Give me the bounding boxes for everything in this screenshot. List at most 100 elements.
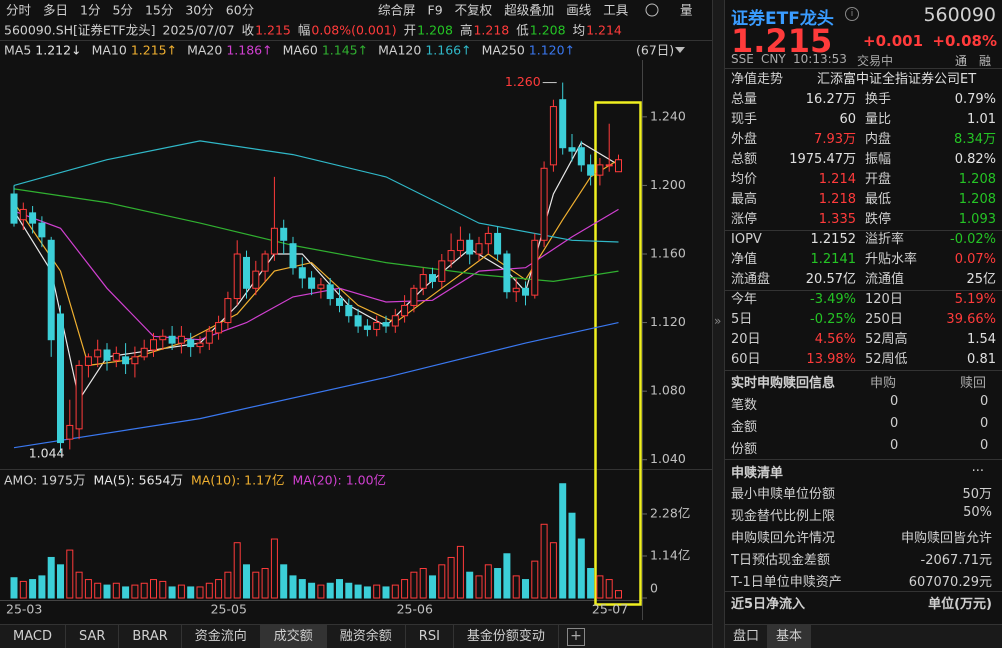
quote-label: 换手 — [865, 92, 892, 107]
quote-value: 1.01 — [967, 112, 996, 127]
candle-body — [66, 424, 74, 440]
indicator-tab[interactable]: 基金份额变动 — [454, 625, 559, 648]
quote-label: 溢折率 — [865, 232, 905, 247]
quote-value: 汇添富中证全指证券公司ET — [817, 72, 977, 87]
separator — [725, 290, 1002, 291]
sub-value: 0 — [890, 438, 899, 453]
toolbar-button[interactable]: 分时 — [6, 3, 32, 18]
sub-label: 金额 — [731, 420, 758, 435]
panel-tab[interactable]: 基本 — [768, 625, 812, 648]
toolbar-button[interactable]: 工具 — [603, 3, 629, 18]
add-tab[interactable]: + — [566, 628, 585, 646]
quote-label: 20日 — [731, 332, 761, 347]
toolbar-button[interactable]: 60分 — [226, 3, 254, 18]
candle-body — [447, 250, 455, 262]
volume-bar — [484, 564, 492, 599]
toolbar-button[interactable]: 量 — [680, 3, 693, 18]
quote-value: 1.208 — [958, 192, 996, 207]
volume-bar — [512, 575, 520, 599]
volume-bar — [326, 582, 334, 599]
divider[interactable]: » — [712, 0, 725, 648]
ma-line — [13, 322, 619, 449]
toolbar-button[interactable]: F9 — [428, 3, 443, 18]
toolbar-button[interactable]: 15分 — [145, 3, 173, 18]
volume-bar — [410, 571, 418, 599]
quote-label: 外盘 — [731, 132, 758, 147]
quote-value: 1.2152 — [810, 232, 857, 247]
status: 交易中 — [857, 54, 894, 68]
volume-bar — [94, 582, 102, 599]
candle-body — [29, 212, 37, 224]
candle-body — [391, 315, 399, 327]
candle-body — [401, 304, 409, 317]
candle-body — [252, 270, 260, 289]
quote-label: 涨停 — [731, 212, 758, 227]
candle-body — [512, 287, 520, 293]
quote-label: 升贴水率 — [865, 252, 918, 267]
volume-bar — [252, 571, 260, 599]
toolbar-button[interactable]: 5分 — [112, 3, 132, 18]
toolbar-button[interactable]: 1分 — [80, 3, 100, 18]
ma-line — [13, 208, 619, 341]
ma-value: 1.145↑ — [322, 43, 368, 58]
quote-value: 1.214 — [818, 172, 856, 187]
toolbar-button[interactable]: 超级叠加 — [504, 3, 554, 18]
info-text: 1.208 — [530, 23, 566, 38]
indicator-tab[interactable]: 成交额 — [260, 625, 327, 648]
volume-bar — [587, 568, 595, 599]
section-title: 实时申购赎回信息 — [731, 376, 836, 391]
indicator-tab[interactable]: 融资余额 — [327, 625, 406, 648]
volume-bar — [577, 538, 585, 599]
candle-body — [559, 99, 567, 149]
candle-body — [94, 349, 102, 358]
indicator-tab[interactable]: RSI — [406, 625, 454, 648]
quote-row: 均价 1.214 开盘 1.208 — [725, 170, 1002, 190]
info-text: 1.218 — [473, 23, 509, 38]
candle-body — [112, 352, 120, 361]
volume-bar — [494, 568, 502, 599]
candle-body — [494, 232, 502, 255]
list-value: 申购赎回皆允许 — [900, 531, 992, 546]
indicator-tab[interactable]: 资金流向 — [182, 625, 261, 648]
candle-body — [587, 164, 595, 176]
sub-value: 0 — [890, 416, 899, 431]
toolbar-button[interactable]: 不复权 — [455, 3, 493, 18]
quote-label: 5日 — [731, 312, 753, 327]
toolbar-button[interactable]: 30分 — [185, 3, 213, 18]
sub-label: 份额 — [731, 442, 758, 457]
y-tick-label: 1.14亿 — [650, 547, 690, 562]
candle-body — [177, 335, 185, 344]
panel-tab[interactable]: 盘口 — [725, 625, 769, 648]
quote-label: 现手 — [731, 112, 758, 127]
info-text: 开 — [404, 23, 417, 38]
indicator-tab[interactable]: MACD — [0, 625, 66, 648]
y-tick-label: 2.28亿 — [650, 505, 690, 520]
quote-value: 60 — [839, 112, 856, 127]
quote-label: 60日 — [731, 352, 761, 367]
candle-body — [336, 298, 343, 306]
info-icon[interactable]: i — [845, 7, 859, 21]
volume-bar — [38, 575, 46, 599]
candle-body — [19, 208, 27, 221]
y-tick-label: 0 — [650, 581, 658, 596]
candle-body — [605, 164, 613, 167]
expand-icon[interactable]: » — [714, 314, 722, 328]
quote-row: 最高 1.218 最低 1.208 — [725, 190, 1002, 210]
settings-icon[interactable] — [645, 3, 659, 17]
volume-bar — [429, 575, 436, 599]
indicator-tab[interactable]: SAR — [66, 625, 120, 648]
candle-body — [215, 322, 223, 334]
candle-body — [10, 193, 18, 224]
quote-label: 均价 — [731, 172, 758, 187]
y-tick-label: 1.160 — [650, 246, 686, 261]
toolbar-button[interactable]: 综合屏 — [378, 3, 416, 18]
candle-body — [140, 347, 148, 358]
toolbar-button[interactable]: 多日 — [43, 3, 68, 18]
quote-label: 最低 — [865, 192, 892, 207]
volume-bar — [419, 568, 427, 599]
dropdown-icon[interactable] — [675, 47, 685, 53]
quote-label: 250日 — [865, 312, 903, 327]
toolbar-button[interactable]: 画线 — [566, 3, 592, 18]
quote-label: 52周低 — [865, 352, 908, 367]
indicator-tab[interactable]: BRAR — [119, 625, 182, 648]
